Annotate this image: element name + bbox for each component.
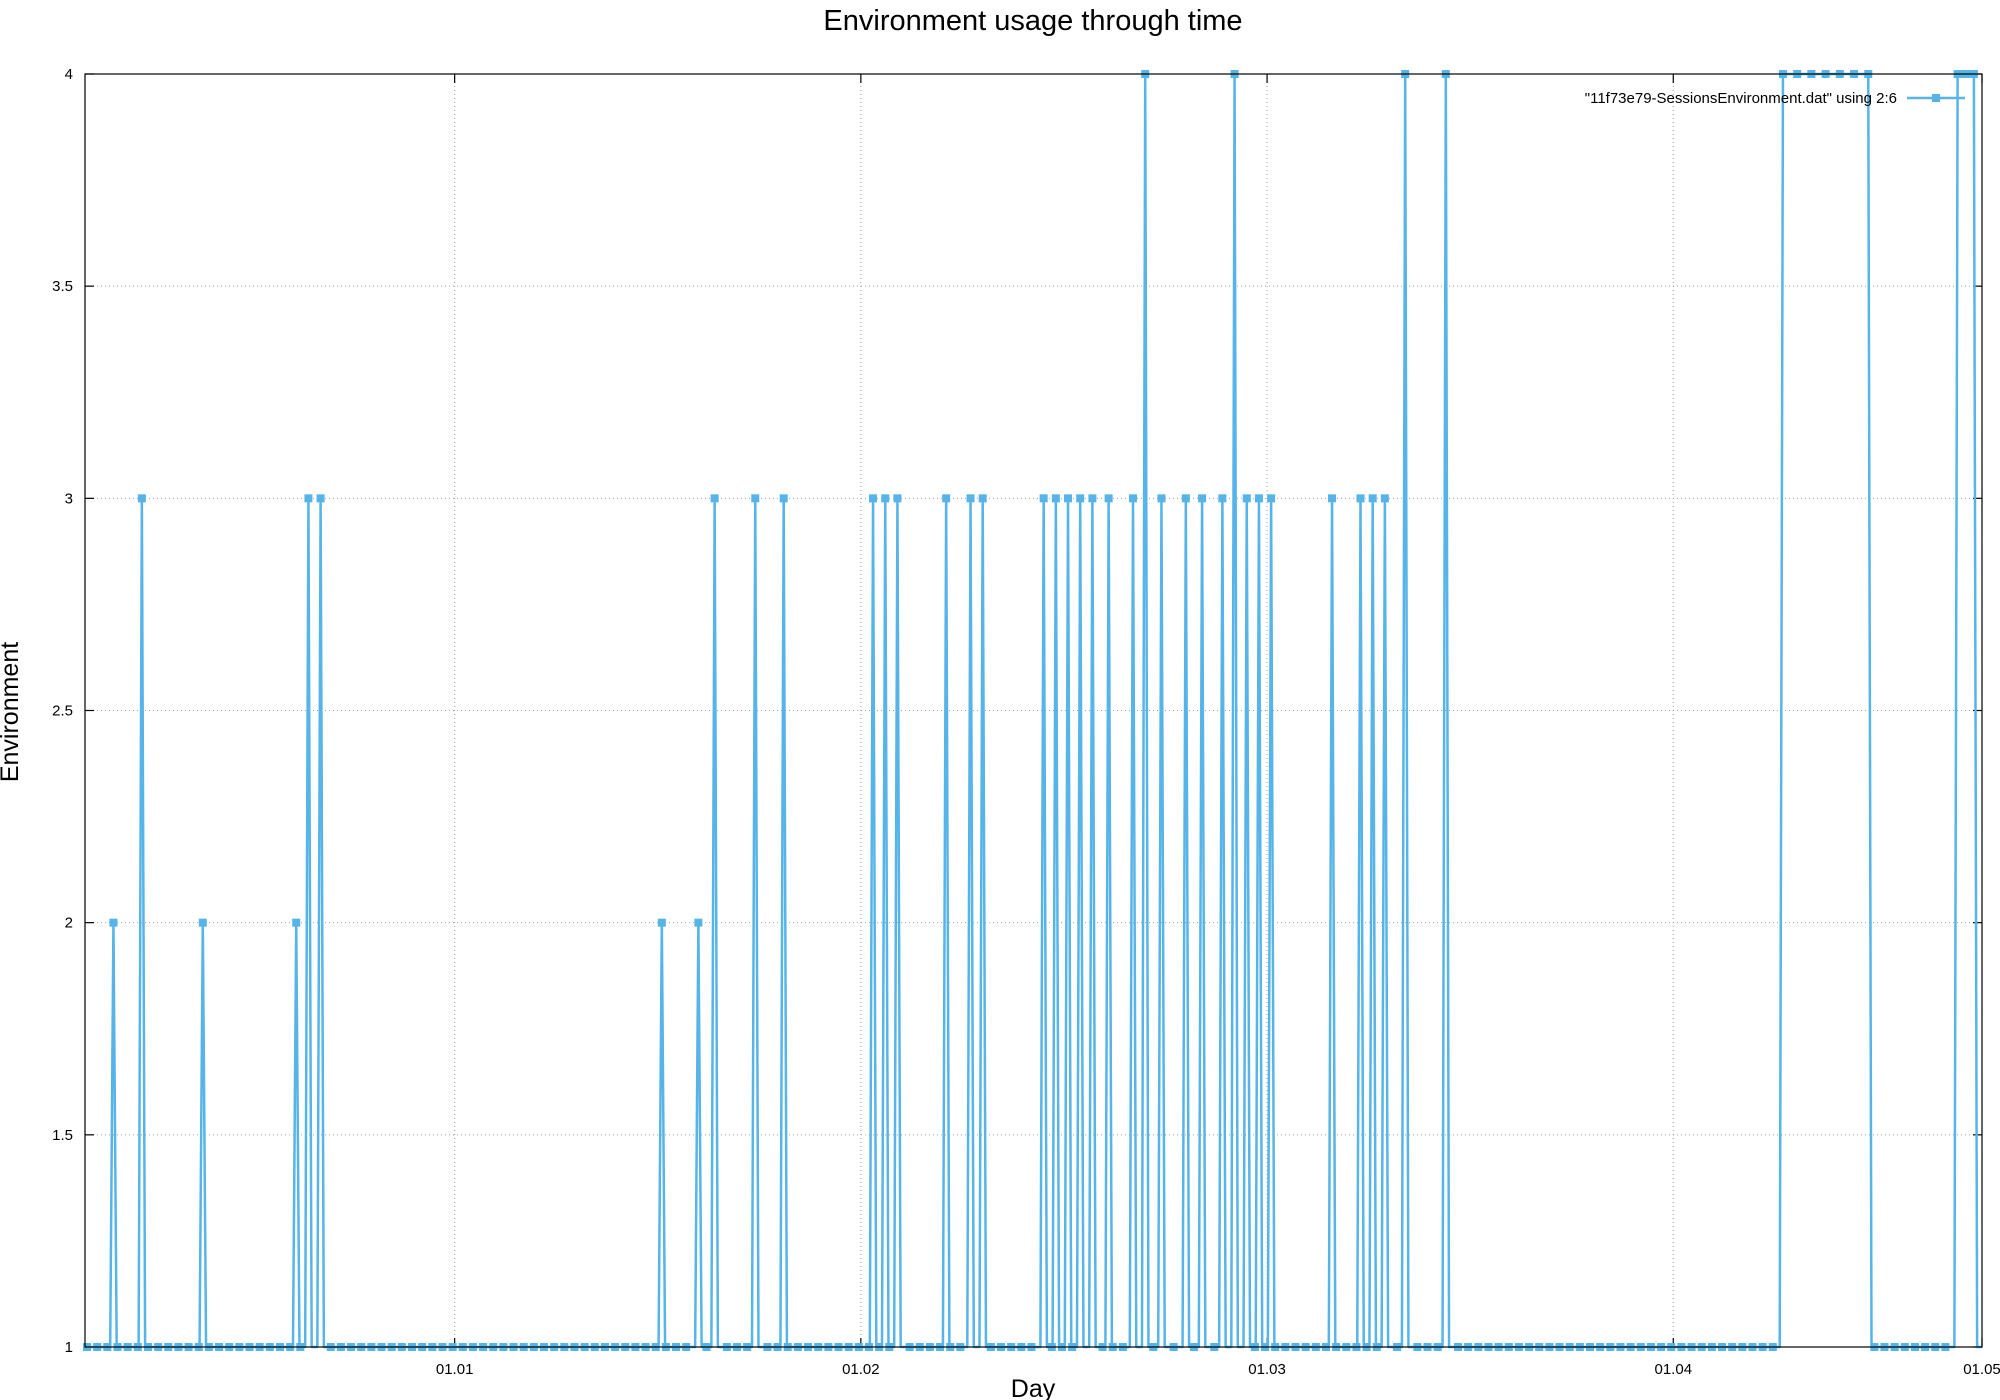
- peak-data-point: [1356, 494, 1365, 503]
- peak-data-point: [751, 494, 760, 503]
- x-tick-label: 01.05: [1963, 1361, 2000, 1378]
- peak-data-point: [1380, 494, 1389, 503]
- peak-data-point: [1039, 494, 1048, 503]
- peak-data-point: [1104, 494, 1113, 503]
- peak-data-point: [893, 494, 902, 503]
- y-tick-label: 3: [65, 490, 73, 507]
- peak-data-point: [710, 494, 719, 503]
- peak-data-point: [304, 494, 313, 503]
- axis-ticks: 1 1.5 2 2.5 3 3.5 4 01.01 01.02 01.03 01.04 01.05: [52, 66, 2000, 1378]
- peak-data-point: [198, 918, 207, 927]
- peak-data-point: [1051, 494, 1060, 503]
- y-tick-label: 2: [65, 915, 73, 932]
- peak-data-point: [109, 918, 118, 927]
- chart-title: Environment usage through time: [823, 5, 1242, 37]
- legend-marker: [1932, 94, 1940, 102]
- plot-frame: [84, 73, 1983, 1348]
- y-axis-label: Environment: [0, 642, 24, 782]
- x-tick-label: 01.03: [1248, 1361, 1286, 1378]
- y-tick-label: 1: [65, 1339, 73, 1356]
- peak-data-point: [292, 918, 301, 927]
- peak-data-point: [966, 494, 975, 503]
- peak-data-point: [137, 494, 146, 503]
- peak-data-point: [1129, 494, 1138, 503]
- peak-data-point: [1064, 494, 1073, 503]
- x-tick-label: 01.01: [436, 1361, 474, 1378]
- peak-data-point: [1328, 494, 1337, 503]
- x-tick-label: 01.04: [1655, 1361, 1693, 1378]
- peak-data-point: [1254, 494, 1263, 503]
- peak-data-point: [694, 918, 703, 927]
- peak-data-point: [1198, 494, 1207, 503]
- y-tick-label: 4: [65, 66, 73, 83]
- peak-data-point: [1242, 494, 1251, 503]
- peak-data-point: [1088, 494, 1097, 503]
- legend: "11f73e79-SessionsEnvironment.dat" using…: [1585, 90, 1965, 107]
- peak-data-point: [869, 494, 878, 503]
- peak-data-point: [1181, 494, 1190, 503]
- peak-data-point: [1157, 494, 1166, 503]
- peak-data-point: [779, 494, 788, 503]
- legend-label: "11f73e79-SessionsEnvironment.dat" using…: [1585, 90, 1897, 107]
- peak-data-point: [978, 494, 987, 503]
- y-tick-label: 1.5: [52, 1127, 73, 1144]
- peak-data-point: [1218, 494, 1227, 503]
- x-tick-label: 01.02: [842, 1361, 880, 1378]
- peak-data-point: [1076, 494, 1085, 503]
- y-tick-label: 2.5: [52, 703, 73, 720]
- grid-lines: [85, 74, 1982, 1347]
- y-tick-label: 3.5: [52, 278, 73, 295]
- x-axis-label: Day: [1011, 1375, 1056, 1400]
- peak-data-point: [316, 494, 325, 503]
- peak-data-point: [1267, 494, 1276, 503]
- peak-data-point: [942, 494, 951, 503]
- peak-data-point: [657, 918, 666, 927]
- peak-data-point: [881, 494, 890, 503]
- peak-data-point: [1368, 494, 1377, 503]
